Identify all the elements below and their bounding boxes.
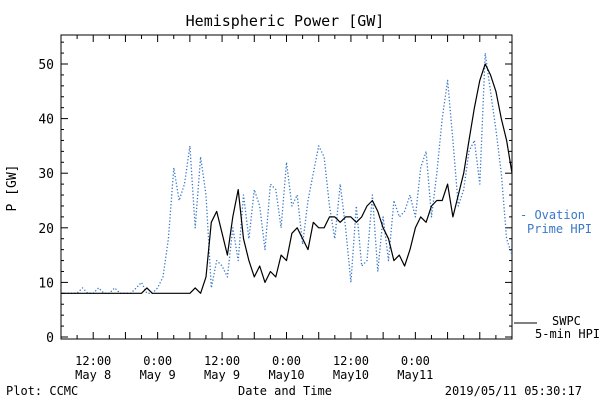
x-tick-label-time: 12:00 [333, 354, 369, 368]
x-tick-label-time: 0:00 [143, 354, 172, 368]
plot-timestamp: 2019/05/11 05:30:17 [445, 384, 582, 398]
y-axis-label: P [GW] [5, 165, 20, 212]
x-tick-label-date: May 9 [204, 368, 240, 382]
legend-swpc: SWPC 5-min HPI [514, 314, 600, 341]
legend-swpc-line1: SWPC [552, 314, 581, 328]
x-tick-label-date: May10 [268, 368, 304, 382]
legend-swpc-line2: 5-min HPI [535, 327, 600, 341]
x-tick-label-date: May 8 [75, 368, 111, 382]
x-tick-label-date: May11 [397, 368, 433, 382]
y-tick-label: 30 [38, 167, 54, 182]
legend-ovation: - Ovation Prime HPI [520, 208, 592, 236]
y-tick-label: 40 [38, 113, 54, 128]
x-tick-label-time: 0:00 [272, 354, 301, 368]
y-tick-label: 0 [46, 331, 54, 346]
x-tick-label-date: May10 [333, 368, 369, 382]
x-axis-label: Date and Time [238, 384, 332, 398]
series-layer [61, 52, 513, 294]
x-tick-label-date: May 9 [140, 368, 176, 382]
x-tick-label-time: 12:00 [204, 354, 240, 368]
series-line-swpc-hpi [61, 63, 513, 294]
y-tick-label: 20 [38, 222, 54, 237]
chart-title: Hemispheric Power [GW] [186, 12, 385, 30]
x-tick-label-time: 0:00 [401, 354, 430, 368]
legend-ovation-line2: Prime HPI [527, 222, 592, 236]
x-tick-label-time: 12:00 [75, 354, 111, 368]
legend-ovation-line1: - Ovation [520, 208, 585, 222]
y-tick-label: 50 [38, 58, 54, 73]
y-tick-label: 10 [38, 276, 54, 291]
y-axis: 0 10 20 30 40 50 [38, 41, 512, 346]
plot-credit: Plot: CCMC [6, 384, 78, 398]
